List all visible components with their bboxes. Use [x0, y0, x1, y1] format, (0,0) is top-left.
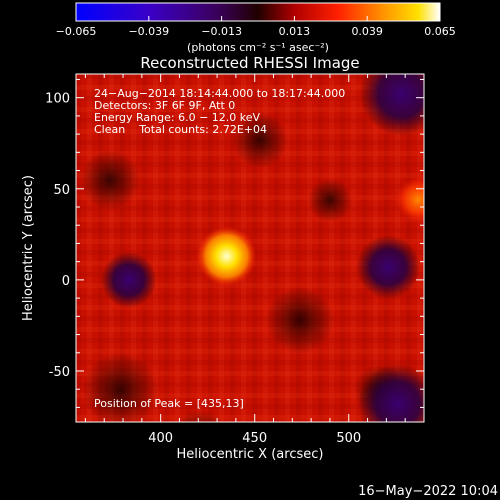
- heatmap-image: [76, 74, 424, 422]
- timestamp: 16−May−2022 10:04: [358, 484, 498, 499]
- plot-frame: [75, 73, 425, 423]
- secondary-source: [396, 177, 424, 222]
- colorbar-tick-label: −0.065: [56, 25, 97, 38]
- peak-source: [196, 226, 257, 287]
- y-tick-label: 50: [53, 183, 70, 198]
- colorbar-tick-label: 0.013: [279, 25, 311, 38]
- colorbar-tick-label: −0.039: [128, 25, 169, 38]
- x-tick-label: 400: [148, 431, 173, 446]
- x-tick-label: 450: [242, 431, 267, 446]
- negative-region: [100, 251, 157, 308]
- colorbar-ticks: −0.065 −0.039 −0.013 0.013 0.039 0.065: [56, 16, 456, 38]
- colorbar-unit-label: (photons cm⁻² s⁻¹ asec⁻²): [187, 41, 329, 54]
- annotation-peak-position: Position of Peak = [435,13]: [94, 397, 244, 410]
- colorbar-tick-label: 0.039: [351, 25, 383, 38]
- negative-region: [357, 363, 424, 422]
- annotation-time-range: 24−Aug−2014 18:14:44.000 to 18:17:44.000: [94, 87, 345, 100]
- annotation-energy-range: Energy Range: 6.0 − 12.0 keV: [94, 111, 261, 124]
- x-tick-label: 500: [336, 431, 361, 446]
- colorbar: [75, 2, 441, 22]
- negative-region: [356, 235, 421, 300]
- annotation-total-counts: Clean Total counts: 2.72E+04: [94, 123, 267, 136]
- x-axis-label: Heliocentric X (arcsec): [177, 447, 324, 462]
- colorbar-tick-label: −0.013: [201, 25, 242, 38]
- y-axis-label: Heliocentric Y (arcsec): [21, 175, 36, 321]
- y-tick-label: 100: [45, 92, 70, 107]
- negative-region: [359, 74, 424, 137]
- chart-title: Reconstructed RHESSI Image: [140, 54, 359, 72]
- y-tick-label: -50: [49, 365, 70, 380]
- colorbar-tick-label: 0.065: [424, 25, 456, 38]
- y-tick-label: 0: [62, 274, 70, 289]
- annotation-detectors: Detectors: 3F 6F 9F, Att 0: [94, 99, 235, 112]
